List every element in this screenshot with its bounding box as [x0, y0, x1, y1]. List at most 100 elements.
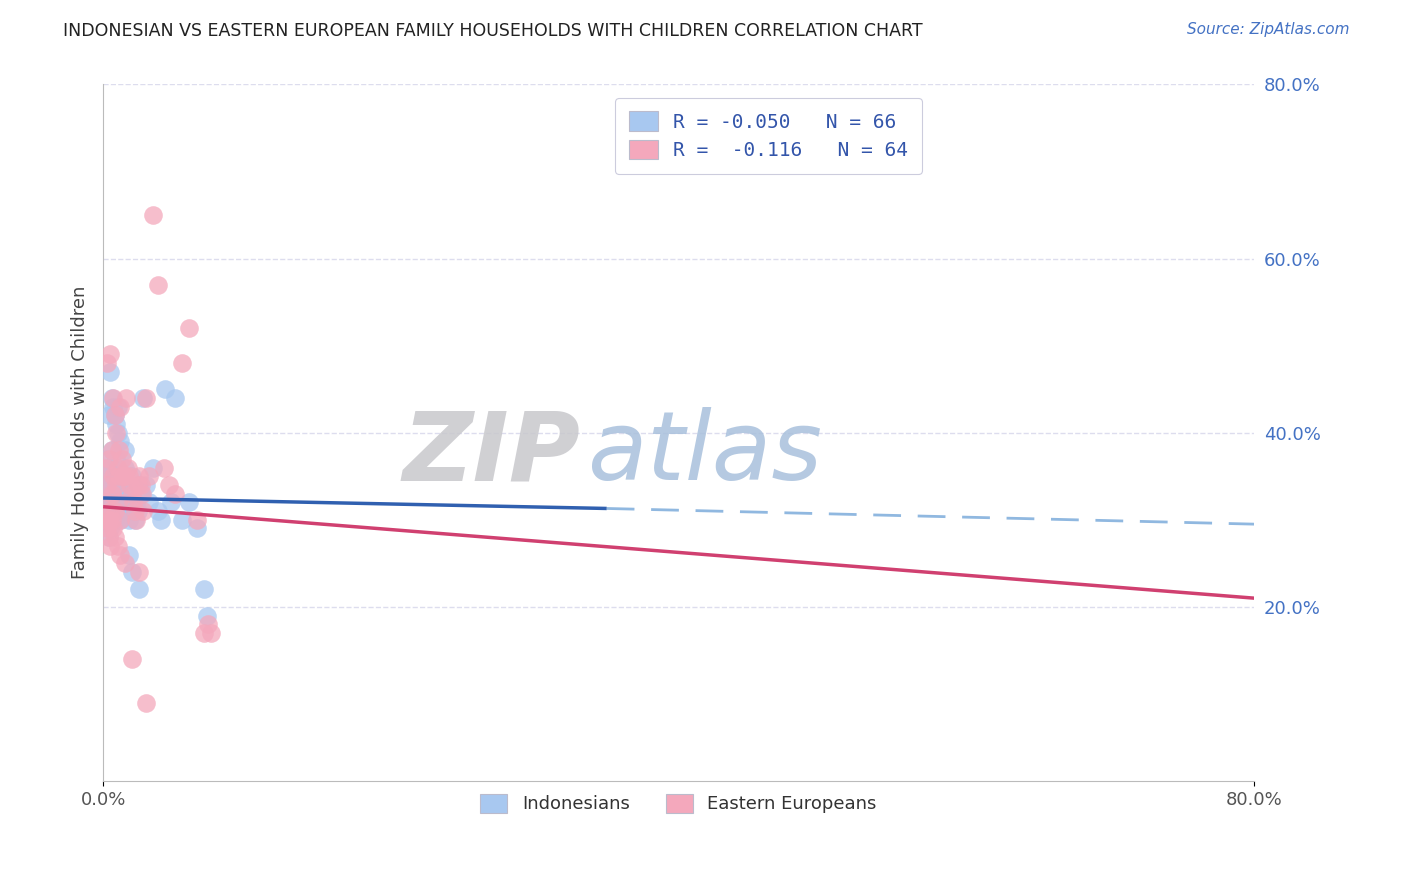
Text: atlas: atlas	[586, 407, 821, 500]
Point	[114, 469, 136, 483]
Point	[93, 504, 115, 518]
Point	[100, 391, 122, 405]
Point	[104, 513, 127, 527]
Point	[142, 460, 165, 475]
Point	[103, 521, 125, 535]
Point	[129, 478, 152, 492]
Y-axis label: Family Households with Children: Family Households with Children	[72, 286, 89, 580]
Point	[128, 582, 150, 597]
Point	[104, 530, 127, 544]
Point	[110, 469, 132, 483]
Point	[96, 478, 118, 492]
Point	[108, 469, 131, 483]
Point	[120, 504, 142, 518]
Point	[108, 443, 131, 458]
Point	[159, 495, 181, 509]
Point	[97, 513, 120, 527]
Point	[200, 626, 222, 640]
Point	[114, 443, 136, 458]
Point	[100, 486, 122, 500]
Point	[100, 443, 122, 458]
Point	[104, 469, 127, 483]
Text: ZIP: ZIP	[404, 407, 581, 500]
Point	[118, 469, 141, 483]
Point	[97, 530, 120, 544]
Point	[146, 504, 169, 518]
Point	[128, 469, 150, 483]
Point	[110, 513, 132, 527]
Point	[197, 617, 219, 632]
Point	[117, 486, 139, 500]
Point	[94, 460, 117, 475]
Point	[165, 391, 187, 405]
Point	[98, 347, 121, 361]
Point	[114, 460, 136, 475]
Point	[98, 504, 121, 518]
Point	[94, 513, 117, 527]
Point	[142, 208, 165, 222]
Point	[100, 443, 122, 458]
Point	[110, 400, 132, 414]
Point	[104, 409, 127, 423]
Point	[105, 486, 128, 500]
Point	[110, 513, 132, 527]
Point	[103, 391, 125, 405]
Point	[103, 400, 125, 414]
Point	[115, 391, 138, 405]
Text: Source: ZipAtlas.com: Source: ZipAtlas.com	[1187, 22, 1350, 37]
Point	[94, 486, 117, 500]
Point	[117, 460, 139, 475]
Point	[115, 495, 138, 509]
Point	[138, 469, 160, 483]
Point	[127, 478, 149, 492]
Point	[165, 486, 187, 500]
Point	[108, 495, 131, 509]
Point	[104, 409, 127, 423]
Point	[93, 513, 115, 527]
Point	[105, 478, 128, 492]
Point	[105, 451, 128, 466]
Point	[186, 521, 208, 535]
Point	[96, 495, 118, 509]
Point	[98, 521, 121, 535]
Point	[96, 521, 118, 535]
Point	[107, 478, 129, 492]
Point	[112, 469, 135, 483]
Point	[97, 451, 120, 466]
Point	[107, 425, 129, 440]
Point	[94, 469, 117, 483]
Point	[125, 495, 148, 509]
Point	[132, 391, 155, 405]
Point	[121, 652, 143, 666]
Point	[105, 425, 128, 440]
Point	[149, 513, 172, 527]
Point	[97, 409, 120, 423]
Point	[129, 486, 152, 500]
Point	[103, 460, 125, 475]
Point	[100, 513, 122, 527]
Point	[193, 626, 215, 640]
Point	[152, 460, 174, 475]
Text: INDONESIAN VS EASTERN EUROPEAN FAMILY HOUSEHOLDS WITH CHILDREN CORRELATION CHART: INDONESIAN VS EASTERN EUROPEAN FAMILY HO…	[63, 22, 922, 40]
Point	[105, 417, 128, 431]
Point	[118, 548, 141, 562]
Point	[172, 513, 194, 527]
Point	[110, 548, 132, 562]
Point	[103, 504, 125, 518]
Point	[100, 486, 122, 500]
Point	[135, 478, 157, 492]
Point	[112, 486, 135, 500]
Point	[96, 495, 118, 509]
Point	[135, 391, 157, 405]
Point	[135, 696, 157, 710]
Point	[127, 504, 149, 518]
Point	[98, 478, 121, 492]
Point	[195, 608, 218, 623]
Point	[97, 530, 120, 544]
Point	[107, 460, 129, 475]
Point	[94, 495, 117, 509]
Point	[186, 513, 208, 527]
Point	[122, 495, 145, 509]
Point	[108, 486, 131, 500]
Point	[138, 495, 160, 509]
